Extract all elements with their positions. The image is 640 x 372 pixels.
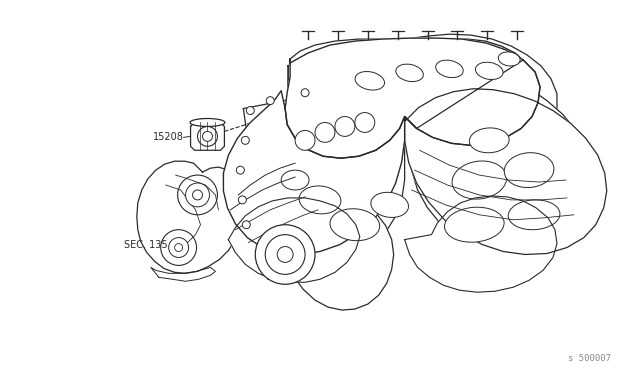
Polygon shape — [404, 196, 557, 292]
Ellipse shape — [396, 64, 423, 81]
Circle shape — [266, 97, 274, 105]
Ellipse shape — [445, 207, 504, 242]
Text: 15208: 15208 — [153, 132, 184, 142]
Ellipse shape — [452, 161, 506, 199]
Text: SEC. 135: SEC. 135 — [124, 240, 168, 250]
Text: s 500007: s 500007 — [568, 354, 611, 363]
Polygon shape — [191, 122, 225, 150]
Ellipse shape — [508, 200, 560, 230]
Circle shape — [355, 113, 375, 132]
Circle shape — [236, 166, 244, 174]
Polygon shape — [410, 63, 591, 253]
Circle shape — [186, 183, 209, 207]
Circle shape — [246, 107, 254, 115]
Circle shape — [169, 238, 189, 257]
Circle shape — [202, 131, 212, 141]
Ellipse shape — [330, 209, 380, 241]
Ellipse shape — [371, 192, 408, 217]
Ellipse shape — [469, 128, 509, 153]
Polygon shape — [137, 161, 243, 273]
Circle shape — [193, 190, 202, 200]
Ellipse shape — [499, 52, 520, 66]
Circle shape — [315, 122, 335, 142]
Circle shape — [335, 116, 355, 137]
Circle shape — [301, 89, 309, 97]
Circle shape — [265, 235, 305, 274]
Circle shape — [241, 137, 250, 144]
Circle shape — [198, 126, 218, 146]
Ellipse shape — [504, 153, 554, 187]
Circle shape — [295, 131, 315, 150]
Circle shape — [238, 196, 246, 204]
Polygon shape — [285, 38, 540, 158]
Polygon shape — [404, 60, 607, 254]
Circle shape — [175, 244, 182, 251]
Polygon shape — [228, 198, 360, 282]
Polygon shape — [223, 91, 404, 254]
Polygon shape — [278, 48, 394, 310]
Ellipse shape — [355, 71, 385, 90]
Ellipse shape — [436, 60, 463, 78]
Polygon shape — [289, 34, 557, 158]
Polygon shape — [243, 59, 404, 267]
Ellipse shape — [476, 62, 503, 80]
Circle shape — [243, 221, 250, 229]
Ellipse shape — [299, 186, 341, 214]
Ellipse shape — [190, 119, 225, 126]
Circle shape — [178, 175, 218, 215]
Polygon shape — [288, 39, 537, 156]
Ellipse shape — [281, 170, 309, 190]
Circle shape — [277, 247, 293, 262]
Circle shape — [255, 225, 315, 284]
Circle shape — [161, 230, 196, 265]
